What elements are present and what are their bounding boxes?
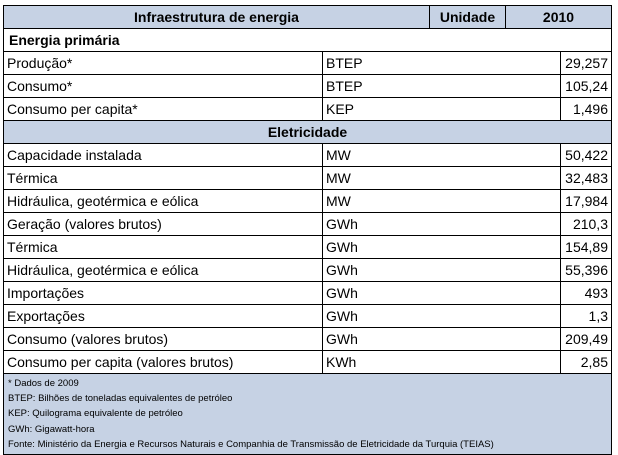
row-label: Geração (valores brutos) [4,213,323,235]
table-row: Térmica MW 32,483 [4,167,611,190]
row-value: 32,483 [565,170,608,186]
row-label: Térmica [4,236,323,258]
row-unit: GWh [323,328,561,350]
electricity-rows: Capacidade instalada MW 50,422 Térmica MW 32,… [4,144,611,374]
row-unit: GWh [323,213,561,235]
table-row: Capacidade instalada MW 50,422 [4,144,611,167]
footnote-line: BTEP: Bilhões de toneladas equivalentes … [8,393,233,405]
row-value: 2,85 [580,354,608,370]
row-value: 209,49 [565,331,608,347]
table-row: Hidráulica, geotérmica e eólica MW 17,984 [4,190,611,213]
row-unit: MW [323,190,561,212]
row-label: Importações [4,282,323,304]
table-title: Infraestrutura de energia [4,6,430,28]
row-unit: MW [323,144,561,166]
row-label: Hidráulica, geotérmica e eólica [4,190,323,212]
row-unit: KEP [323,98,561,120]
row-value: 55,396 [565,262,608,278]
row-label: Capacidade instalada [4,144,323,166]
row-unit: BTEP [323,52,561,74]
row-value: 1,496 [572,101,608,117]
row-label: Hidráulica, geotérmica e eólica [4,259,323,281]
row-value: 1,3 [588,308,608,324]
year-column-header: 2010 [542,9,575,25]
row-unit: GWh [323,305,561,327]
table-row: Hidráulica, geotérmica e eólica GWh 55,396 [4,259,611,282]
row-unit: BTEP [323,75,561,97]
section-title-primary-energy: Energia primária [4,29,611,52]
unit-column-header: Unidade [430,6,506,28]
row-value: 29,257 [565,55,608,71]
footnote-line: Fonte: Ministério da Energia e Recursos … [8,438,494,450]
table-row: Produção* BTEP 29,257 [4,52,611,75]
row-label: Consumo per capita* [4,98,323,120]
table-row: Geração (valores brutos) GWh 210,3 [4,213,611,236]
footnotes: * Dados de 2009 BTEP: Bilhões de tonelada… [4,374,611,455]
row-value: 105,24 [565,78,608,94]
table-row: Exportações GWh 1,3 [4,305,611,328]
row-unit: KWh [323,351,561,373]
section-title-electricity: Eletricidade [4,121,611,144]
table-row: Consumo per capita (valores brutos) KWh 2,… [4,351,611,374]
table-header-row: Infraestrutura de energia Unidade 2010 [4,6,611,29]
table-row: Consumo per capita* KEP 1,496 [4,98,611,121]
row-value: 210,3 [572,216,608,232]
row-value: 50,422 [565,147,608,163]
table-row: Consumo (valores brutos) GWh 209,49 [4,328,611,351]
row-unit: MW [323,167,561,189]
table-row: Importações GWh 493 [4,282,611,305]
primary-energy-rows: Produção* BTEP 29,257 Consumo* BTEP 105,24 Con… [4,52,611,121]
row-value: 17,984 [565,193,608,209]
footnote-line: GWh: Gigawatt-hora [8,423,95,435]
row-label: Produção* [4,52,323,74]
row-unit: GWh [323,259,561,281]
row-value: 493 [584,285,608,301]
row-label: Térmica [4,167,323,189]
row-unit: GWh [323,282,561,304]
footnote-line: KEP: Quilograma equivalente de petróleo [8,408,183,420]
row-label: Consumo* [4,75,323,97]
row-label: Consumo per capita (valores brutos) [4,351,323,373]
row-label: Consumo (valores brutos) [4,328,323,350]
table-row: Consumo* BTEP 105,24 [4,75,611,98]
footnote-line: * Dados de 2009 [8,378,79,389]
row-label: Exportações [4,305,323,327]
row-value: 154,89 [565,239,608,255]
table-row: Térmica GWh 154,89 [4,236,611,259]
row-unit: GWh [323,236,561,258]
energy-infrastructure-table: Infraestrutura de energia Unidade 2010 E… [3,5,612,455]
